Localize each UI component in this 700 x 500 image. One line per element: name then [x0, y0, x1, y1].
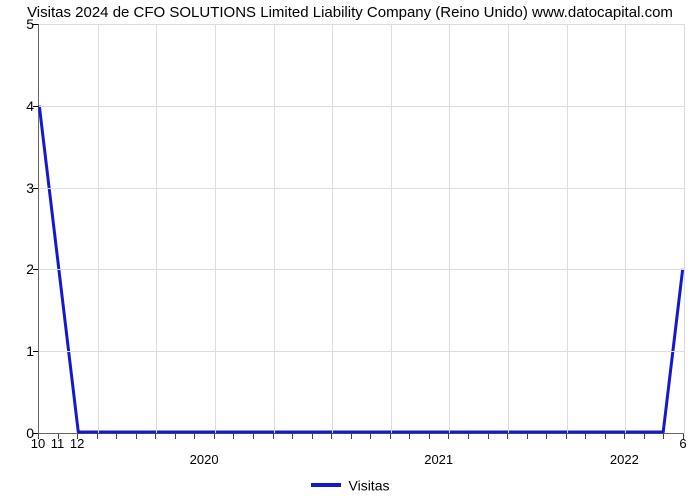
y-tick-label: 0 — [4, 425, 34, 441]
x-minor-tick — [136, 434, 137, 439]
gridline-h — [39, 188, 684, 189]
chart-root: Visitas 2024 de CFO SOLUTIONS Limited Li… — [0, 0, 700, 500]
x-minor-tick — [97, 434, 98, 439]
y-tick-label: 5 — [4, 16, 34, 32]
y-tick-label: 3 — [4, 180, 34, 196]
gridline-h — [39, 24, 684, 25]
y-tick — [33, 106, 38, 107]
x-minor-tick — [468, 434, 469, 439]
y-tick — [33, 351, 38, 352]
gridline-v — [274, 24, 275, 433]
x-minor-tick — [175, 434, 176, 439]
x-minor-tick — [155, 434, 156, 439]
gridline-h — [39, 269, 684, 270]
legend: Visitas — [0, 476, 700, 493]
gridline-v — [684, 24, 685, 433]
plot-area — [38, 24, 684, 434]
x-minor-tick — [312, 434, 313, 439]
y-tick — [33, 188, 38, 189]
y-tick-label: 4 — [4, 98, 34, 114]
gridline-v — [332, 24, 333, 433]
x-minor-tick — [273, 434, 274, 439]
x-minor-tick — [370, 434, 371, 439]
x-minor-tick — [214, 434, 215, 439]
gridline-v — [449, 24, 450, 433]
x-minor-tick — [527, 434, 528, 439]
line-series — [39, 24, 684, 433]
legend-label: Visitas — [349, 477, 390, 493]
x-tick-label: 6 — [679, 436, 686, 451]
x-year-label: 2021 — [424, 452, 453, 467]
x-minor-tick — [585, 434, 586, 439]
gridline-v — [625, 24, 626, 433]
y-tick — [33, 269, 38, 270]
x-minor-tick — [194, 434, 195, 439]
x-year-label: 2020 — [190, 452, 219, 467]
chart-title: Visitas 2024 de CFO SOLUTIONS Limited Li… — [0, 4, 700, 21]
gridline-v — [98, 24, 99, 433]
x-minor-tick — [429, 434, 430, 439]
gridline-v — [156, 24, 157, 433]
gridline-h — [39, 351, 684, 352]
gridline-v — [567, 24, 568, 433]
x-minor-tick — [390, 434, 391, 439]
x-minor-tick — [488, 434, 489, 439]
gridline-v — [215, 24, 216, 433]
x-tick-label: 10 — [31, 436, 45, 451]
x-minor-tick — [566, 434, 567, 439]
legend-swatch — [311, 483, 341, 487]
x-year-label: 2022 — [610, 452, 639, 467]
x-minor-tick — [605, 434, 606, 439]
gridline-v — [508, 24, 509, 433]
x-minor-tick — [233, 434, 234, 439]
x-minor-tick — [507, 434, 508, 439]
x-minor-tick — [253, 434, 254, 439]
x-minor-tick — [644, 434, 645, 439]
x-tick-label: 11 — [51, 436, 65, 451]
y-tick — [33, 24, 38, 25]
x-minor-tick — [331, 434, 332, 439]
x-minor-tick — [116, 434, 117, 439]
x-minor-tick — [448, 434, 449, 439]
gridline-h — [39, 106, 684, 107]
y-tick-label: 1 — [4, 343, 34, 359]
x-minor-tick — [624, 434, 625, 439]
x-minor-tick — [351, 434, 352, 439]
x-minor-tick — [292, 434, 293, 439]
x-minor-tick — [546, 434, 547, 439]
y-tick-label: 2 — [4, 261, 34, 277]
x-minor-tick — [663, 434, 664, 439]
x-minor-tick — [409, 434, 410, 439]
gridline-v — [391, 24, 392, 433]
x-tick-label: 12 — [70, 436, 84, 451]
